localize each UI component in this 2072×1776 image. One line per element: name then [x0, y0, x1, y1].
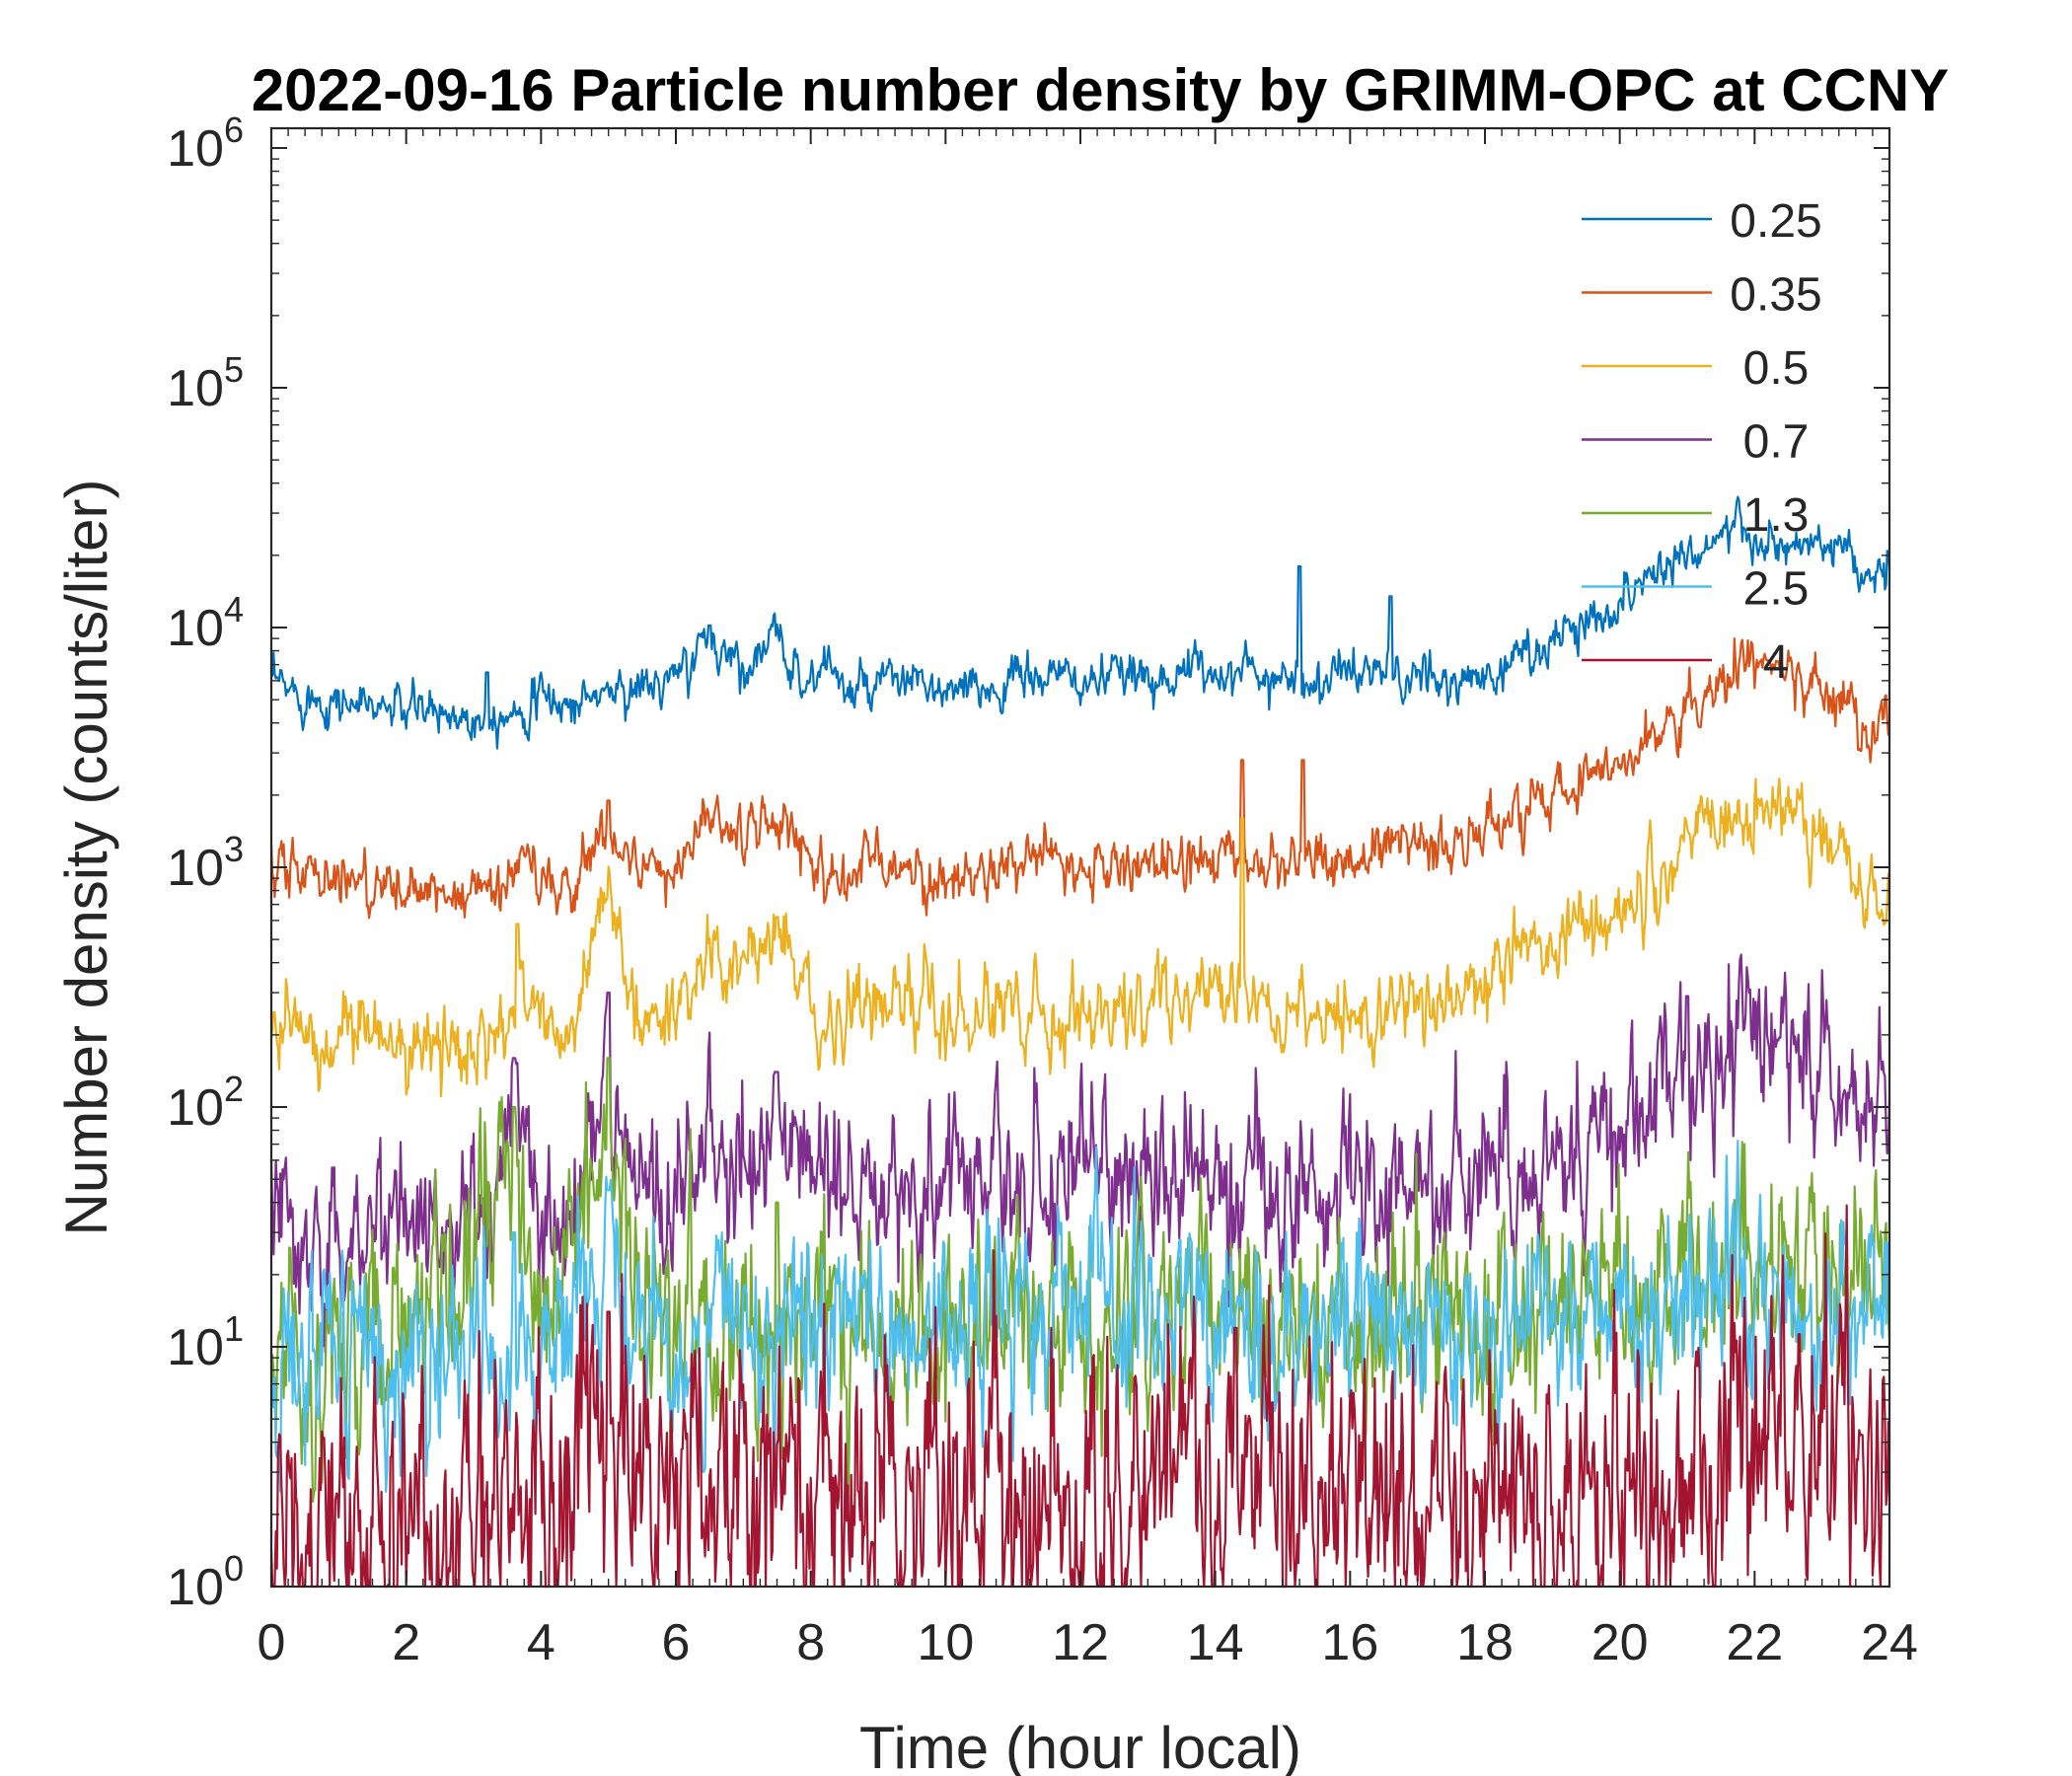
x-tick-label: 14: [1187, 1614, 1244, 1671]
x-tick-label: 2: [392, 1614, 420, 1671]
chart-title: 2022-09-16 Particle number density by GR…: [252, 57, 1950, 123]
series-line-0-35: [269, 637, 1891, 920]
x-tick-label: 4: [527, 1614, 555, 1671]
series-line-0-7: [269, 953, 1891, 1354]
y-tick-labels: 100 101 102 103 104 105 106: [167, 110, 244, 1616]
y-tick-label: 102: [167, 1069, 244, 1137]
legend-label: 4: [1763, 636, 1790, 689]
x-tick-labels: 0 2 4 6 8 10 12 14 16 18 20 22 24: [258, 1614, 1918, 1671]
y-tick-label: 101: [167, 1308, 244, 1376]
y-tick-label: 100: [167, 1548, 244, 1616]
x-tick-label: 0: [258, 1614, 286, 1671]
legend-label: 0.5: [1743, 342, 1810, 395]
x-tick-label: 16: [1321, 1614, 1378, 1671]
y-tick-label: 105: [167, 349, 244, 417]
legend-label: 0.25: [1730, 195, 1821, 248]
legend-label: 2.5: [1743, 563, 1810, 616]
x-tick-label: 10: [917, 1614, 974, 1671]
x-axis-label: Time (hour local): [859, 1715, 1301, 1776]
x-tick-label: 22: [1726, 1614, 1783, 1671]
legend-label: 0.7: [1743, 416, 1810, 469]
x-tick-label: 20: [1591, 1614, 1649, 1671]
series-line-2-5: [269, 1140, 1891, 1494]
x-tick-label: 12: [1052, 1614, 1109, 1671]
x-tick-label: 24: [1861, 1614, 1918, 1671]
y-tick-label: 104: [167, 589, 244, 657]
series-line-0-25: [270, 495, 1891, 750]
legend: 0.25 0.35 0.5 0.7 1.3 2.5 4: [1582, 195, 1822, 689]
axes-box: [269, 126, 1891, 1589]
legend-label: 0.35: [1730, 269, 1821, 322]
legend-label: 1.3: [1743, 489, 1810, 542]
y-tick-label: 103: [167, 829, 244, 897]
x-tick-label: 18: [1456, 1614, 1514, 1671]
x-tick-label: 8: [796, 1614, 825, 1671]
y-axis-label: Number density (counts/liter): [53, 480, 119, 1236]
x-tick-label: 6: [662, 1614, 691, 1671]
y-tick-label: 106: [167, 110, 244, 178]
series-line-0-5: [269, 777, 1891, 1098]
